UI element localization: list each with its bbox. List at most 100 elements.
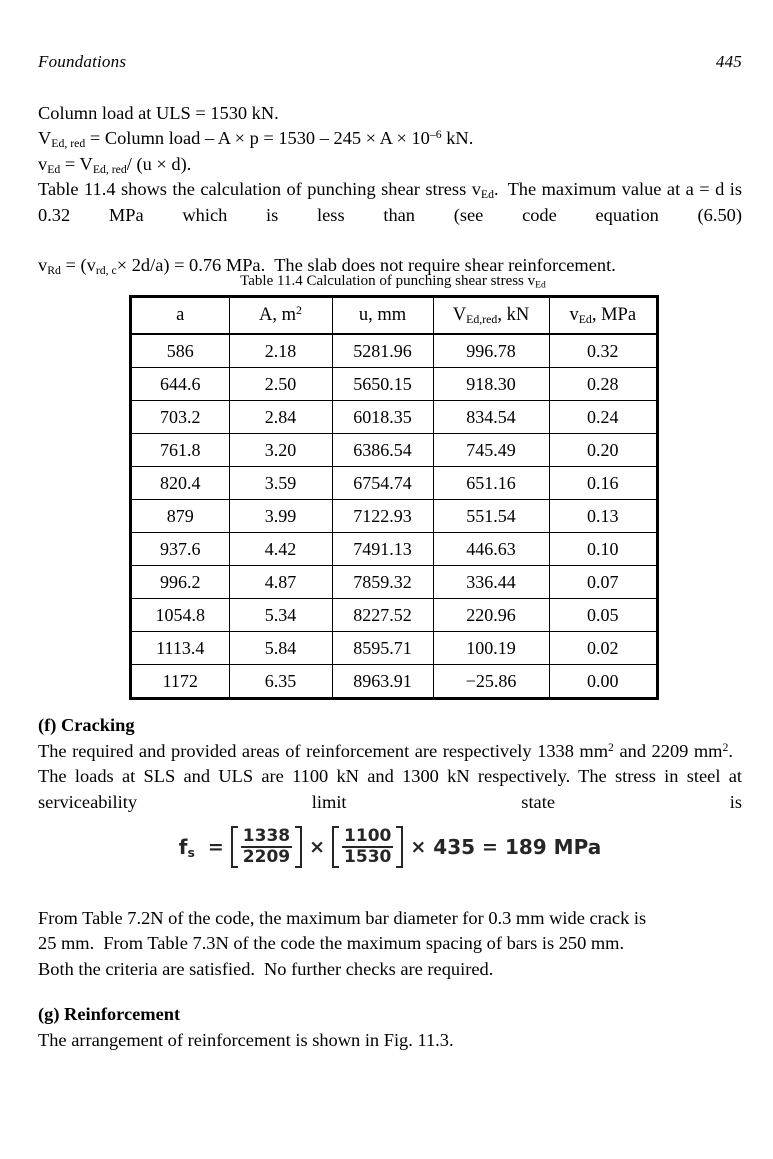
closing-line-3: Both the criteria are satisfied. No furth… <box>38 957 742 982</box>
vrdc-subscript: rd, c <box>95 264 117 278</box>
table-cell: 918.30 <box>432 367 550 401</box>
vrd-subscript: Rd <box>47 264 61 278</box>
table-cell: 2.50 <box>228 367 333 401</box>
bracket-left <box>230 826 238 868</box>
reinforcement-paragraph: The arrangement of reinforcement is show… <box>38 1028 742 1053</box>
table-cell: 6754.74 <box>331 466 434 500</box>
table-cell: 0.24 <box>548 400 658 434</box>
table-cell: 0.00 <box>548 664 658 699</box>
formula-symbol-fs: fs <box>178 835 195 861</box>
column-load-text: Column load at ULS = 1530 kN. <box>38 103 279 123</box>
ved-red-equation-line: VEd, red = Column load – A × p = 1530 – … <box>38 126 742 151</box>
table-row: 879 3.99 7122.93 551.54 0.13 <box>130 499 658 533</box>
table-cell: 8595.71 <box>331 631 434 665</box>
cracking-paragraph: The required and provided areas of reinf… <box>38 739 742 841</box>
fraction-1-numerator: 1338 <box>242 826 291 846</box>
table-cell: 1172 <box>130 664 230 699</box>
punching-shear-table: a A, m2 u, mm VEd,red, kN vEd, MPa 586 2.… <box>129 295 659 700</box>
formula-row: fs = 1338 2209 × 1100 1530 × 435 <box>179 826 601 868</box>
fraction-2-denominator: 1530 <box>342 846 394 867</box>
table-row: 937.6 4.42 7491.13 446.63 0.10 <box>130 532 658 566</box>
table-cell: 2.18 <box>228 333 333 368</box>
table-cell: 0.05 <box>548 598 658 632</box>
table-cell: 3.59 <box>228 466 333 500</box>
reinforcement-text: The arrangement of reinforcement is show… <box>38 1030 454 1050</box>
table-row: 703.2 2.84 6018.35 834.54 0.24 <box>130 400 658 434</box>
table-cell: 996.2 <box>130 565 230 599</box>
table-cell: 5281.96 <box>331 333 434 368</box>
cracking-sup-a: 2 <box>608 740 614 754</box>
page-number: 445 <box>715 52 742 71</box>
table-cell: 937.6 <box>130 532 230 566</box>
table-cell: 703.2 <box>130 400 230 434</box>
table-cell: 6386.54 <box>331 433 434 467</box>
heading-reinforcement: (g) Reinforcement <box>38 1004 181 1024</box>
formula-fraction-2: 1100 1530 <box>339 826 396 868</box>
heading-cracking: (f) Cracking <box>38 715 135 735</box>
table-caption-text: Table 11.4 Calculation of punching shear… <box>240 273 536 289</box>
table-cell: 996.78 <box>432 333 550 368</box>
table-cell: 0.13 <box>548 499 658 533</box>
closing-paragraph: From Table 7.2N of the code, the maximum… <box>38 906 742 982</box>
vrd-equation-line: vRd = (vrd, c× 2d/a) = 0.76 MPa. The slab… <box>38 253 742 278</box>
ved-stress-equation-line: vEd = VEd, red/ (u × d). <box>38 152 742 177</box>
bracket-left <box>332 826 340 868</box>
cracking-text: The required and provided areas of reinf… <box>38 739 742 841</box>
cracking-text-a: The required and provided areas of reinf… <box>38 741 609 761</box>
ved-stress-subscript-2: Ed, red <box>92 162 127 176</box>
ved-stress-subscript: Ed <box>47 162 61 176</box>
ved-symbol: V <box>38 128 52 149</box>
table-cell: 100.19 <box>432 631 550 665</box>
table-cell: 879 <box>130 499 230 533</box>
ved-exponent: –6 <box>429 128 442 142</box>
closing-text-1: From Table 7.2N of the code, the maximum… <box>38 908 647 928</box>
formula-fraction-1: 1338 2209 <box>238 826 295 868</box>
bracket-right <box>295 826 303 868</box>
cracking-text-b: and 2209 mm <box>613 741 723 761</box>
table-cell: 4.42 <box>228 532 333 566</box>
punching-shear-period: . <box>493 179 499 200</box>
closing-text-3a: Both the criteria are satisfied. <box>38 958 256 979</box>
vrd-body: = (v <box>60 255 96 276</box>
table-cell: 220.96 <box>432 598 550 632</box>
table-row: 820.4 3.59 6754.74 651.16 0.16 <box>130 466 658 500</box>
table-cell: 2.84 <box>228 400 333 434</box>
vrd-result: × 2d/a) = 0.76 MPa. <box>116 255 266 276</box>
table-cell: 551.54 <box>432 499 550 533</box>
running-head: Foundations 445 <box>38 52 742 72</box>
closing-text-3b: No further checks are required. <box>264 958 494 979</box>
table-cell: 0.07 <box>548 565 658 599</box>
fraction-1-denominator: 2209 <box>240 846 293 867</box>
formula-factor: 435 <box>433 835 476 859</box>
cracking-period: . <box>728 741 733 761</box>
table-cell: 1054.8 <box>130 598 230 632</box>
bracket-right <box>396 826 404 868</box>
steel-stress-formula: fs = 1338 2209 × 1100 1530 × 435 <box>38 826 742 868</box>
table-row: 996.2 4.87 7859.32 336.44 0.07 <box>130 565 658 599</box>
table-cell: 336.44 <box>432 565 550 599</box>
table-cell: 446.63 <box>432 532 550 566</box>
punching-shear-text-a: Table 11.4 shows the calculation of punc… <box>38 179 481 200</box>
closing-line-1: From Table 7.2N of the code, the maximum… <box>38 906 742 931</box>
table-row: 1172 6.35 8963.91 −25.86 0.00 <box>130 664 658 699</box>
formula-equals-2: = <box>482 836 498 858</box>
vrd-symbol: v <box>38 255 48 276</box>
table-cell: 0.28 <box>548 367 658 401</box>
column-header-ved-red: VEd,red, kN <box>432 296 550 335</box>
table-cell: 8963.91 <box>331 664 434 699</box>
table-cell: 5.84 <box>228 631 333 665</box>
running-title: Foundations <box>38 52 127 71</box>
closing-text-2a: 25 mm. <box>38 933 95 954</box>
table-cell: 0.32 <box>548 333 658 368</box>
table-cell: 0.20 <box>548 433 658 467</box>
table-cell: 745.49 <box>432 433 550 467</box>
column-header-perimeter: u, mm <box>331 296 434 335</box>
ved-stress-mid: = V <box>60 153 93 174</box>
table-cell: 0.02 <box>548 631 658 665</box>
punching-shear-text-b: The maximum value at a = d is 0.32 MPa w… <box>38 179 742 225</box>
column-header-area: A, m2 <box>228 296 333 335</box>
table-cell: 0.16 <box>548 466 658 500</box>
table-cell: 8227.52 <box>331 598 434 632</box>
column-header-a: a <box>130 296 230 335</box>
